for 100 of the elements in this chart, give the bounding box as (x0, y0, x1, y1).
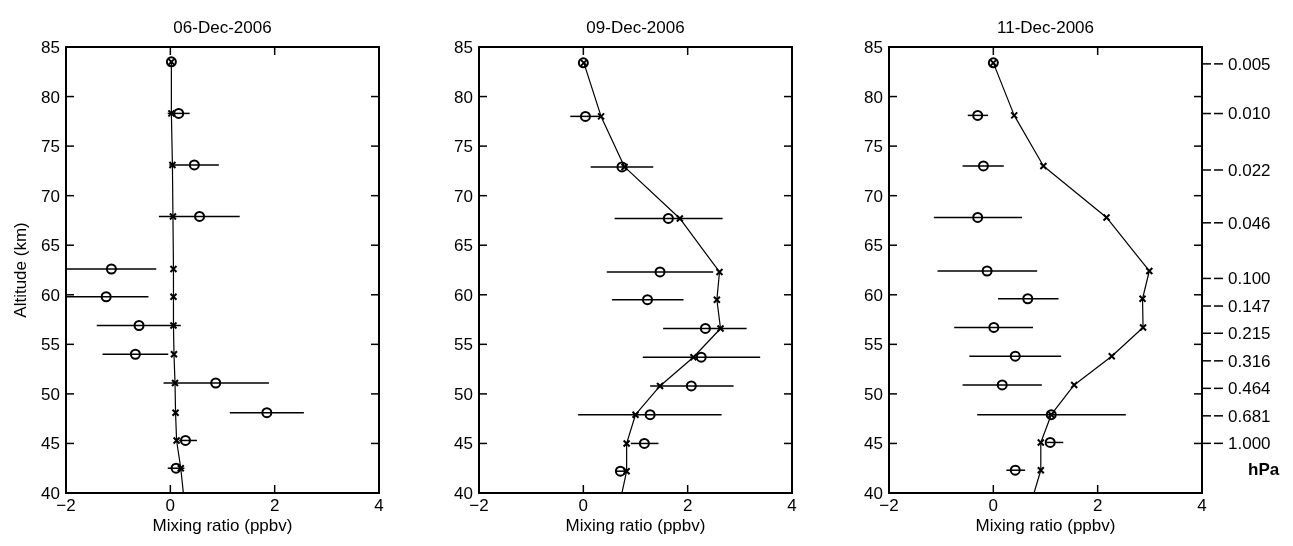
point (105, 263, 117, 275)
x-axis-title: Mixing ratio (ppbv) (152, 516, 293, 535)
y-tick-label: 60 (454, 285, 473, 305)
point (972, 211, 984, 223)
point (616, 161, 628, 173)
point (261, 407, 273, 419)
point (1102, 213, 1111, 222)
y-tick-label: 45 (864, 434, 883, 454)
point (194, 210, 206, 222)
point (171, 408, 180, 417)
point (675, 214, 684, 223)
chart-title: 09-Dec-2006 (586, 18, 685, 37)
y2-tick-label: 0.215 (1228, 324, 1271, 344)
y2-tick-label: 0.022 (1228, 160, 1271, 180)
y-tick-label: 60 (864, 285, 883, 305)
point (210, 377, 222, 389)
x-tick-label: 4 (787, 496, 797, 515)
point (171, 378, 180, 387)
point (133, 320, 145, 331)
point (644, 409, 656, 421)
chart-title: 11-Dec-2006 (996, 18, 1095, 37)
point (173, 107, 185, 119)
y2-tick-label: 0.147 (1228, 296, 1271, 316)
y2-tick-label: 0.464 (1228, 379, 1271, 399)
point (996, 379, 1008, 391)
point (169, 321, 178, 330)
y-tick-label: 40 (41, 483, 60, 503)
y-tick-label: 75 (864, 137, 883, 157)
point (170, 462, 182, 474)
x-axis-title: Mixing ratio (ppbv) (565, 516, 706, 535)
x-tick-label: 4 (1197, 496, 1207, 515)
x-axis-title: Mixing ratio (ppbv) (975, 516, 1116, 535)
y-tick-label: 85 (41, 37, 60, 57)
y-tick-label: 45 (454, 434, 473, 454)
point (685, 380, 697, 392)
point (712, 295, 721, 304)
y2-tick-label: 0.100 (1228, 269, 1271, 289)
x-tick-label: 2 (1092, 496, 1103, 515)
point (638, 437, 650, 449)
y-tick-label: 70 (454, 186, 473, 206)
y-tick-label: 55 (454, 335, 473, 355)
point (972, 109, 984, 121)
point (1044, 436, 1056, 448)
point (642, 294, 653, 306)
point (695, 351, 707, 363)
point (129, 348, 141, 360)
point (656, 381, 665, 390)
x-tick-label: 2 (269, 496, 280, 515)
point (1009, 464, 1021, 476)
y-axis-title: Altitude (km) (11, 222, 30, 318)
y-tick-label: 80 (41, 87, 60, 107)
y-tick-label: 40 (454, 483, 473, 503)
point (169, 292, 178, 301)
y-tick-label: 70 (41, 186, 60, 206)
point (689, 353, 698, 362)
point (1010, 111, 1019, 120)
x-tick-label: 0 (578, 496, 589, 515)
point (1022, 293, 1034, 305)
point (977, 160, 989, 172)
y-tick-label: 70 (864, 186, 883, 206)
y2-axis-title: hPa (1248, 460, 1280, 479)
y2-tick-label: 0.046 (1228, 213, 1271, 233)
point (631, 410, 640, 419)
y-tick-label: 85 (454, 37, 473, 57)
point (716, 324, 725, 333)
point (188, 159, 200, 171)
y-tick-label: 85 (864, 37, 883, 57)
point (100, 291, 112, 303)
y-tick-label: 65 (454, 236, 473, 256)
y-tick-label: 80 (864, 87, 883, 107)
y-tick-label: 60 (41, 285, 60, 305)
y-tick-label: 40 (864, 483, 883, 503)
chart-title: 06-Dec-2006 (173, 18, 272, 37)
y-tick-label: 50 (41, 384, 60, 404)
x-tick-label: 2 (682, 496, 693, 515)
point (1145, 266, 1154, 275)
y-tick-label: 55 (864, 335, 883, 355)
y2-tick-label: 0.010 (1228, 104, 1271, 124)
point (1138, 294, 1147, 303)
point (614, 465, 626, 477)
x-tick-label: 0 (165, 496, 176, 515)
x-tick-label: 4 (374, 496, 384, 515)
y-tick-label: 55 (41, 335, 60, 355)
point (579, 110, 591, 122)
y2-tick-label: 1.000 (1228, 434, 1271, 454)
y2-tick-label: 0.316 (1228, 351, 1271, 371)
y2-tick-label: 0.005 (1228, 54, 1271, 74)
y2-tick-label: 0.681 (1228, 406, 1271, 426)
y-tick-label: 80 (454, 87, 473, 107)
y-tick-label: 50 (864, 384, 883, 404)
point (662, 212, 674, 224)
point (1009, 350, 1021, 362)
y-tick-label: 65 (864, 236, 883, 256)
point (179, 434, 191, 446)
y-tick-label: 75 (454, 137, 473, 157)
point (1070, 380, 1079, 389)
point (1036, 466, 1045, 475)
y-tick-label: 45 (41, 434, 60, 454)
y-tick-label: 50 (454, 384, 473, 404)
point (169, 350, 178, 359)
